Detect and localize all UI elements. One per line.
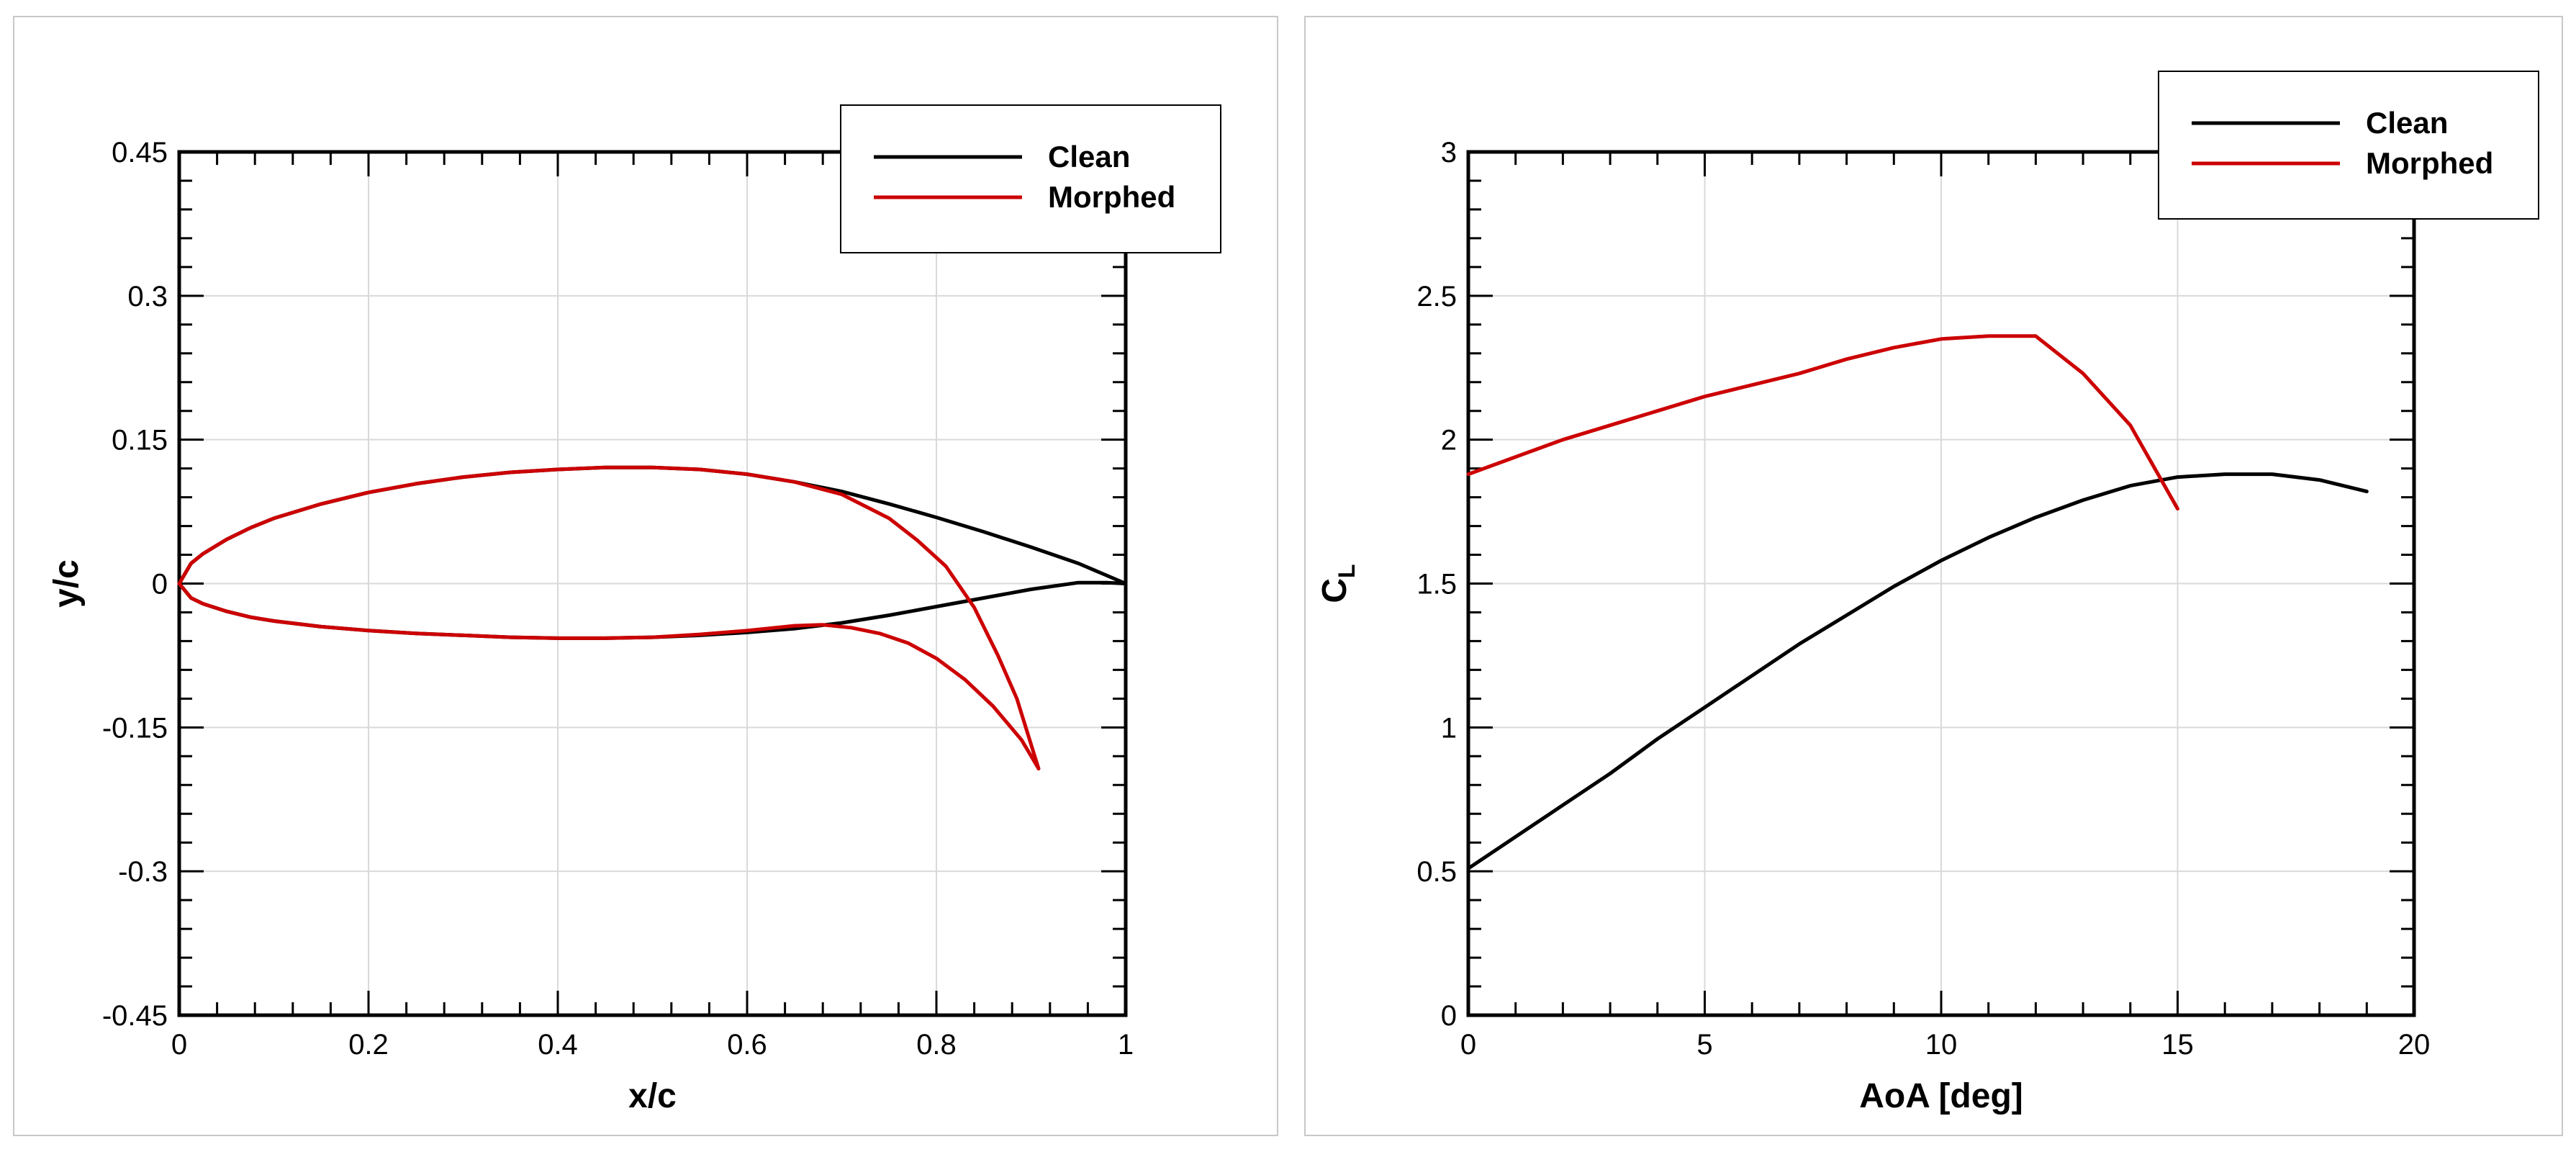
series-line-clean [1466, 472, 2369, 870]
y-tick-label: 2 [1441, 425, 1457, 456]
lift-coefficient-chart: 0 5 10 15 20 0 0.5 1 1.5 2 2.5 3 AoA [deg] CL Clean Mor… [1316, 71, 2539, 1115]
series-line-clean [177, 465, 1128, 640]
y-tick-label: -0.15 [102, 712, 168, 744]
series-line-morphed [1466, 334, 2179, 511]
y-axis-label-text: y/c [48, 559, 86, 608]
y-tick-label: 3 [1441, 137, 1457, 168]
y-axis-label-subscript: L [1334, 564, 1360, 578]
y-tick-label: 0.15 [112, 425, 168, 456]
series-line-morphed [177, 465, 1041, 771]
y-axis-label-text: C [1316, 578, 1354, 603]
y-tick-label: 0.3 [127, 281, 168, 312]
x-tick-label: 10 [1925, 1029, 1958, 1061]
x-tick-label: 20 [2398, 1029, 2431, 1061]
y-tick-label: 1 [1441, 712, 1457, 744]
legend-label-clean: Clean [2366, 106, 2448, 140]
legend-label-morphed: Morphed [2366, 146, 2493, 180]
y-tick-label: -0.45 [102, 1000, 168, 1032]
x-tick-label: 15 [2161, 1029, 2194, 1061]
legend-label-morphed: Morphed [1048, 180, 1175, 214]
x-tick-label: 1 [1118, 1029, 1134, 1061]
x-axis-label: AoA [deg] [1859, 1077, 2023, 1115]
legend-box [840, 104, 1221, 253]
y-tick-label: 1.5 [1416, 569, 1457, 600]
x-axis-label: x/c [628, 1077, 677, 1115]
legend-label-clean: Clean [1048, 140, 1130, 174]
left-chart-panel: 0 0.2 0.4 0.6 0.8 1 -0.45 -0.3 -0.15 0 0.15 0.3 0.45… [13, 16, 1278, 1136]
y-tick-label: 0.5 [1416, 856, 1457, 888]
airfoil-shape-chart: 0 0.2 0.4 0.6 0.8 1 -0.45 -0.3 -0.15 0 0.15 0.3 0.45… [48, 104, 1221, 1115]
y-axis-label: CL [1316, 564, 1360, 603]
x-tick-label: 0.8 [916, 1029, 957, 1061]
y-tick-label: 0 [152, 569, 168, 600]
x-tick-label: 0.4 [538, 1029, 578, 1061]
y-tick-label: 2.5 [1416, 281, 1457, 312]
legend-box [2158, 71, 2539, 220]
plot-frame [1466, 150, 2416, 1017]
y-axis-label: y/c [48, 559, 86, 608]
x-tick-label: 0 [1460, 1029, 1476, 1061]
x-tick-label: 0 [171, 1029, 187, 1061]
right-chart-panel: 0 5 10 15 20 0 0.5 1 1.5 2 2.5 3 AoA [deg] CL Clean Mor… [1304, 16, 2563, 1136]
x-tick-label: 5 [1696, 1029, 1712, 1061]
x-tick-label: 0.2 [348, 1029, 389, 1061]
y-tick-label: 0 [1441, 1000, 1457, 1032]
y-tick-label: 0.45 [112, 137, 168, 168]
x-tick-label: 0.6 [727, 1029, 767, 1061]
y-tick-label: -0.3 [118, 856, 168, 888]
